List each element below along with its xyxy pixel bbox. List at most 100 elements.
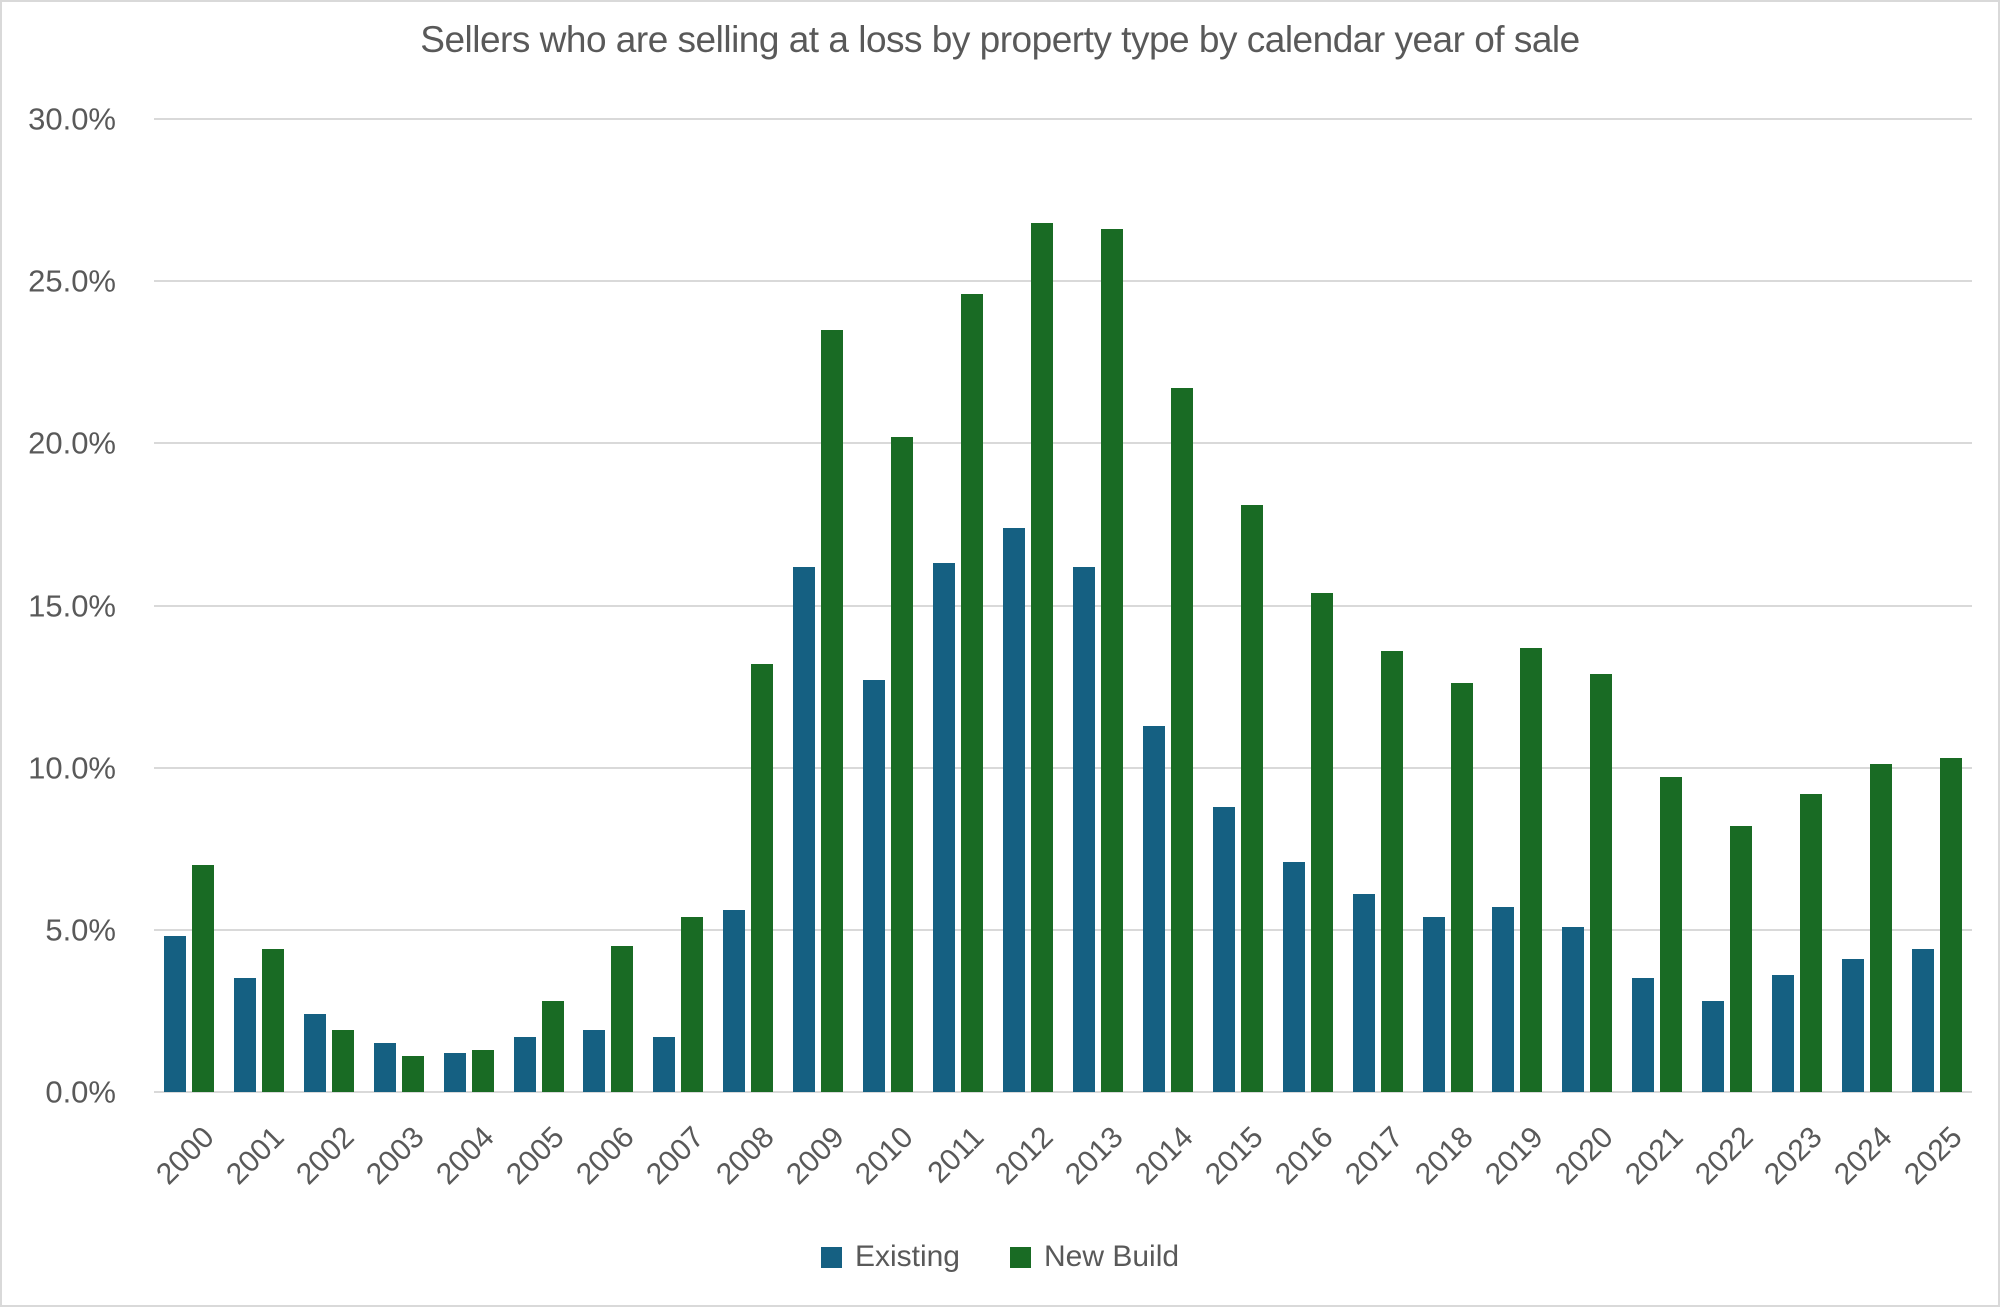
year-group: 2000 (150, 119, 224, 1191)
bar-new-build (471, 1049, 494, 1092)
bar-new-build (611, 946, 634, 1092)
year-group: 2001 (220, 119, 294, 1191)
x-axis-tick-label: 2011 (921, 1120, 991, 1190)
bar-new-build (751, 663, 774, 1092)
x-axis-tick-label: 2010 (849, 1120, 921, 1192)
year-group: 2023 (1759, 119, 1832, 1191)
x-axis-tick-label: 2008 (709, 1120, 781, 1192)
year-group: 2014 (1129, 119, 1203, 1191)
legend-item-existing: Existing (820, 1240, 960, 1274)
legend-label-new-build: New Build (1043, 1240, 1180, 1273)
x-axis-tick-label: 2019 (1478, 1120, 1550, 1192)
year-group: 2018 (1409, 119, 1483, 1191)
x-axis-tick-label: 2018 (1408, 1120, 1480, 1192)
x-axis-tick-label: 2002 (290, 1120, 361, 1192)
y-axis-tick-label: 0.0% (45, 1074, 116, 1110)
year-group: 2015 (1199, 119, 1273, 1191)
year-group: 2021 (1619, 119, 1692, 1191)
x-axis-tick-label: 2022 (1688, 1120, 1760, 1192)
bar-existing (1492, 907, 1515, 1092)
year-group: 2022 (1689, 119, 1762, 1191)
bar-existing (1282, 861, 1305, 1092)
bar-existing (723, 910, 746, 1092)
y-axis-tick-label: 20.0% (28, 425, 116, 461)
bar-existing (1912, 949, 1934, 1092)
bar-new-build (331, 1030, 354, 1092)
bar-new-build (1730, 826, 1753, 1092)
bar-new-build (1870, 764, 1893, 1092)
bar-existing (1562, 926, 1585, 1092)
bar-existing (793, 566, 816, 1092)
bar-existing (1003, 527, 1026, 1092)
bar-new-build (1240, 504, 1263, 1092)
bar-new-build (1940, 757, 1962, 1092)
gridline (154, 766, 1972, 769)
bar-existing (233, 978, 256, 1092)
bar-new-build (191, 864, 214, 1092)
bar-new-build (1520, 647, 1543, 1092)
chart-title: Sellers who are selling at a loss by pro… (420, 19, 1580, 60)
bar-new-build (891, 436, 914, 1092)
bar-existing (303, 1014, 326, 1092)
y-axis-tick-label: 25.0% (28, 263, 116, 299)
bar-existing (1072, 566, 1095, 1092)
bar-existing (1142, 725, 1165, 1092)
year-group: 2002 (290, 119, 364, 1191)
year-group: 2024 (1828, 119, 1902, 1191)
year-group: 2020 (1549, 119, 1622, 1191)
gridline (154, 604, 1972, 607)
bar-existing (1842, 959, 1865, 1092)
bar-existing (443, 1053, 466, 1092)
y-axis-tick-label: 15.0% (28, 588, 116, 623)
x-axis-tick-label: 2013 (1059, 1120, 1130, 1192)
gridline (154, 1091, 1972, 1093)
year-group: 2006 (570, 119, 644, 1191)
legend-swatch-existing (820, 1246, 842, 1268)
bar-existing (373, 1043, 396, 1092)
y-axis-tick-label: 30.0% (28, 101, 116, 137)
bar-existing (1352, 894, 1375, 1092)
bar-new-build (401, 1056, 424, 1092)
bar-existing (1772, 975, 1795, 1092)
x-axis-tick-label: 2015 (1199, 1120, 1270, 1192)
year-group: 2007 (640, 119, 713, 1191)
x-axis-tick-label: 2001 (220, 1120, 291, 1192)
x-axis-tick-label: 2016 (1269, 1120, 1340, 1192)
bar-existing (163, 936, 186, 1092)
x-axis-tick-label: 2020 (1548, 1120, 1620, 1192)
year-group: 2008 (710, 119, 783, 1191)
bar-new-build (1450, 683, 1473, 1092)
bar-existing (1212, 806, 1235, 1092)
bar-new-build (821, 329, 844, 1092)
bar-existing (1632, 978, 1655, 1092)
legend-label-existing: Existing (854, 1240, 960, 1273)
x-axis-tick-label: 2005 (499, 1120, 571, 1192)
bar-new-build (1031, 222, 1054, 1092)
x-axis-tick-label: 2017 (1339, 1120, 1410, 1192)
bar-new-build (1800, 793, 1823, 1092)
bar-existing (583, 1030, 606, 1092)
bar-new-build (1590, 673, 1613, 1092)
x-axis-tick-label: 2024 (1828, 1120, 1900, 1192)
legend-item-new-build: New Build (1009, 1240, 1180, 1274)
legend: Existing New Build (2, 1240, 1998, 1274)
year-group: 2004 (430, 119, 504, 1191)
bar-new-build (541, 1001, 564, 1092)
bar-new-build (1100, 229, 1123, 1092)
bar-new-build (1660, 777, 1683, 1092)
x-axis-tick-label: 2012 (989, 1120, 1060, 1192)
year-group: 2011 (921, 119, 993, 1190)
x-axis-tick-label: 2006 (569, 1120, 641, 1192)
bar-new-build (1170, 388, 1193, 1092)
bar-existing (1702, 1001, 1725, 1092)
y-axis-tick-label: 10.0% (28, 750, 116, 786)
x-axis-tick-label: 2014 (1129, 1120, 1200, 1192)
gridline (154, 442, 1972, 445)
x-axis-tick-label: 2003 (360, 1120, 431, 1192)
gridline (154, 928, 1972, 931)
bar-new-build (1380, 650, 1403, 1092)
year-group: 2010 (850, 119, 923, 1191)
bar-new-build (1310, 592, 1333, 1092)
y-axis-tick-label: 5.0% (45, 912, 116, 948)
